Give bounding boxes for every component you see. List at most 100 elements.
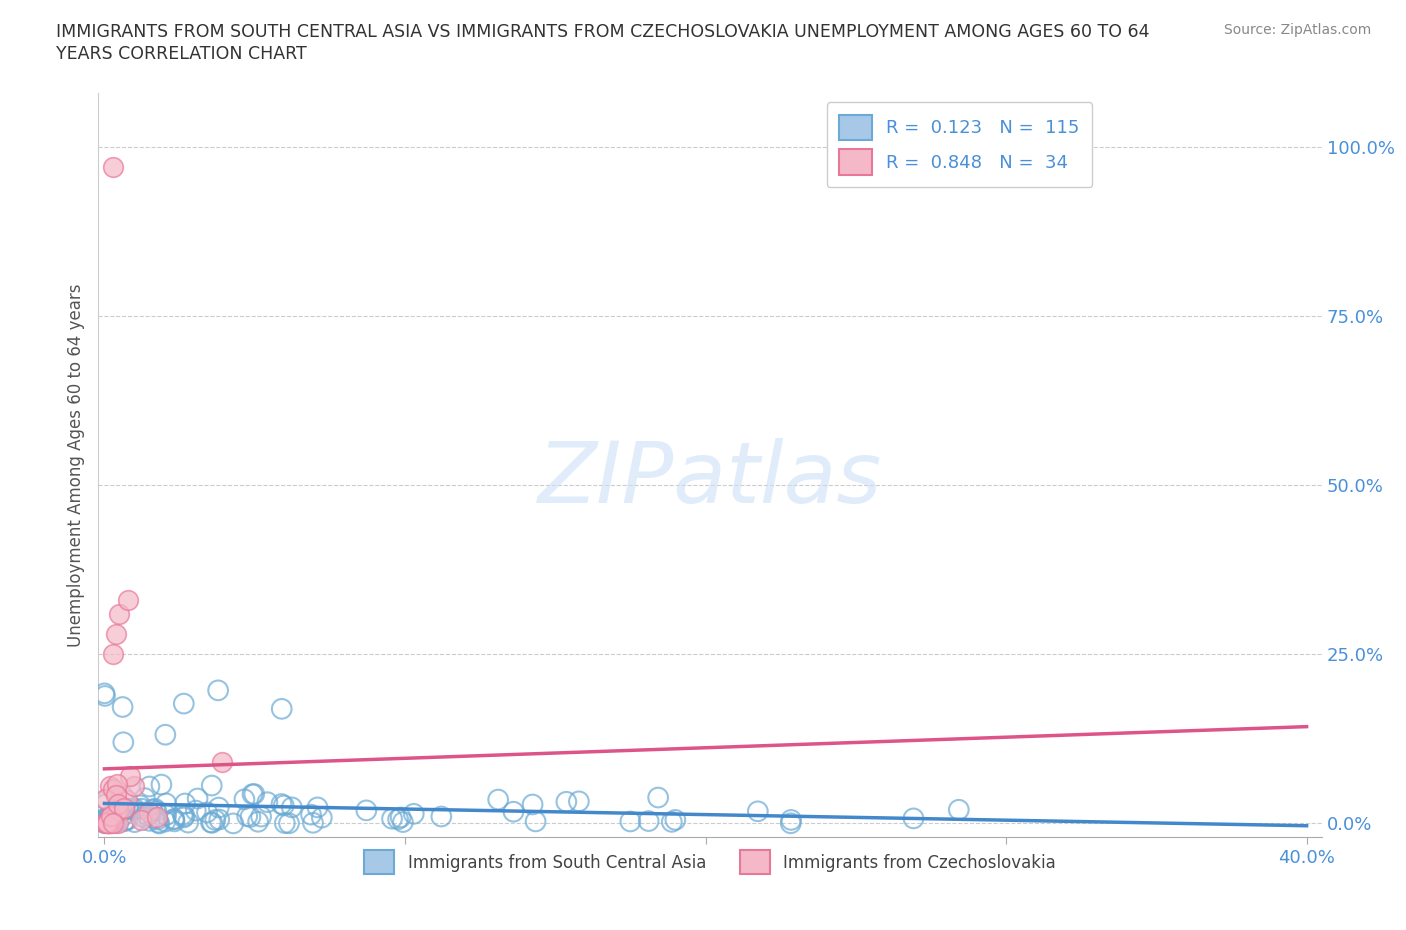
Point: [150, 777, 173, 792]
Point: [96, 816, 118, 830]
Point: [211, 755, 233, 770]
Point: [647, 790, 669, 805]
Point: [146, 812, 169, 827]
Point: [402, 806, 425, 821]
Point: [201, 778, 224, 793]
Point: [208, 812, 231, 827]
Point: [173, 697, 195, 711]
Point: [131, 802, 153, 817]
Legend: Immigrants from South Central Asia, Immigrants from Czechoslovakia: Immigrants from South Central Asia, Immi…: [357, 844, 1063, 881]
Point: [502, 804, 524, 819]
Point: [208, 800, 231, 815]
Point: [155, 807, 177, 822]
Point: [486, 792, 509, 807]
Point: [256, 795, 278, 810]
Point: [204, 813, 226, 828]
Point: [114, 802, 136, 817]
Point: [200, 815, 222, 830]
Point: [120, 768, 142, 783]
Point: [381, 811, 404, 826]
Point: [108, 799, 131, 814]
Point: [247, 815, 270, 830]
Point: [430, 809, 453, 824]
Point: [132, 810, 155, 825]
Point: [112, 789, 135, 804]
Point: [619, 814, 641, 829]
Text: YEARS CORRELATION CHART: YEARS CORRELATION CHART: [56, 45, 307, 62]
Point: [948, 803, 970, 817]
Point: [173, 809, 195, 824]
Point: [134, 790, 156, 805]
Point: [107, 807, 129, 822]
Point: [780, 813, 803, 828]
Point: [307, 800, 329, 815]
Point: [93, 813, 115, 828]
Point: [105, 777, 128, 791]
Text: IMMIGRANTS FROM SOUTH CENTRAL ASIA VS IMMIGRANTS FROM CZECHOSLOVAKIA UNEMPLOYMEN: IMMIGRANTS FROM SOUTH CENTRAL ASIA VS IM…: [56, 23, 1150, 41]
Point: [299, 807, 322, 822]
Point: [637, 814, 659, 829]
Point: [98, 778, 121, 793]
Point: [141, 802, 163, 817]
Point: [96, 792, 118, 807]
Point: [903, 811, 925, 826]
Point: [145, 810, 167, 825]
Point: [104, 788, 127, 803]
Point: [93, 686, 115, 701]
Point: [96, 815, 118, 830]
Point: [101, 782, 124, 797]
Point: [107, 797, 129, 812]
Point: [664, 813, 686, 828]
Point: [281, 800, 304, 815]
Point: [107, 816, 129, 830]
Point: [103, 647, 125, 662]
Point: [112, 735, 135, 750]
Point: [108, 804, 131, 819]
Point: [273, 798, 295, 813]
Point: [143, 811, 166, 826]
Point: [243, 787, 266, 802]
Point: [148, 816, 170, 830]
Point: [138, 779, 160, 794]
Point: [100, 816, 122, 830]
Point: [105, 816, 128, 830]
Point: [155, 796, 177, 811]
Point: [568, 794, 591, 809]
Point: [96, 816, 118, 830]
Point: [661, 815, 683, 830]
Point: [97, 813, 120, 828]
Point: [124, 801, 146, 816]
Point: [103, 160, 125, 175]
Point: [302, 816, 325, 830]
Point: [747, 804, 769, 818]
Point: [122, 778, 145, 793]
Point: [201, 816, 224, 830]
Point: [522, 797, 544, 812]
Point: [195, 805, 218, 820]
Point: [97, 816, 120, 830]
Text: ZIPatlas: ZIPatlas: [538, 438, 882, 522]
Point: [117, 592, 139, 607]
Point: [136, 808, 159, 823]
Point: [270, 701, 292, 716]
Point: [138, 814, 160, 829]
Point: [173, 810, 195, 825]
Point: [98, 816, 121, 830]
Point: [129, 798, 152, 813]
Point: [143, 802, 166, 817]
Point: [98, 816, 121, 830]
Point: [93, 816, 115, 830]
Point: [94, 791, 117, 806]
Point: [274, 816, 297, 830]
Point: [97, 812, 120, 827]
Point: [112, 801, 135, 816]
Point: [174, 796, 197, 811]
Point: [187, 791, 209, 806]
Point: [117, 802, 139, 817]
Point: [111, 699, 134, 714]
Point: [100, 808, 122, 823]
Point: [94, 814, 117, 829]
Point: [94, 812, 117, 827]
Point: [101, 816, 124, 830]
Point: [278, 816, 301, 830]
